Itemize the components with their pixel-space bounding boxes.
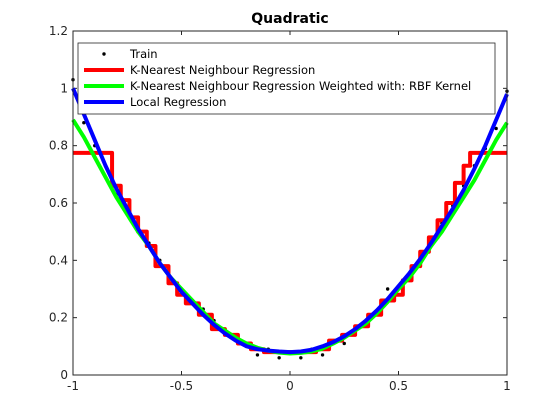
- series-layer: [71, 78, 509, 360]
- legend-label-train: Train: [129, 47, 158, 61]
- y-tick-label: 0.2: [49, 311, 68, 325]
- train-point: [342, 341, 346, 346]
- x-tick-label: -1: [67, 379, 79, 393]
- y-tick-label: 0.4: [49, 253, 68, 267]
- y-tick-label: 1: [60, 81, 68, 95]
- x-tick-label: 0.5: [389, 379, 408, 393]
- axis-ticks: -1 -0.5 0 0.5 1 0 0.2 0.4 0.6 0.8 1 1.2: [49, 24, 511, 393]
- x-tick-label: -0.5: [170, 379, 193, 393]
- x-tick-label: 0: [286, 379, 294, 393]
- train-point: [385, 287, 390, 291]
- legend-label-local-regression: Local Regression: [130, 95, 226, 109]
- train-point: [277, 356, 281, 360]
- y-tick-label: 1.2: [49, 24, 68, 38]
- x-tick-label: 1: [503, 379, 511, 393]
- train-point: [82, 121, 86, 125]
- y-tick-label: 0: [60, 368, 68, 382]
- train-point: [320, 353, 325, 357]
- legend-label-k-nearest-neighbour-regression: K-Nearest Neighbour Regression: [130, 63, 315, 77]
- train-point: [255, 353, 260, 357]
- chart-title: Quadratic: [251, 11, 328, 27]
- train-point: [494, 126, 498, 131]
- train-point: [299, 356, 303, 360]
- legend-box: [77, 42, 496, 115]
- legend-marker-train: [102, 52, 106, 56]
- y-tick-label: 0.6: [49, 196, 68, 210]
- plot-frame: [72, 30, 508, 376]
- legend: Train K-Nearest Neighbour Regression K-Nea…: [77, 42, 496, 115]
- series-line-local-regression: [71, 87, 509, 355]
- legend-label-k-nearest-neighbour-regression-weighted-with-rbf-kernel: K-Nearest Neighbour Regression Weighted …: [130, 79, 471, 93]
- y-tick-label: 0.8: [49, 139, 68, 153]
